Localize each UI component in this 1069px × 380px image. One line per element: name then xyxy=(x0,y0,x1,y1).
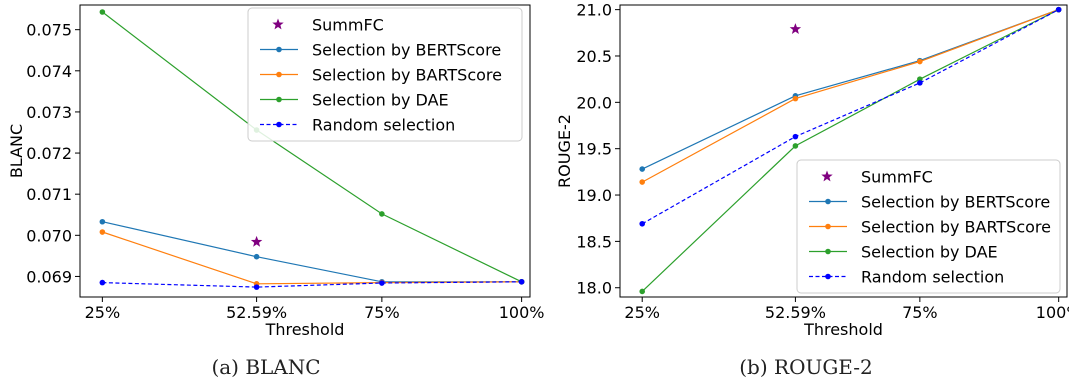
panel2-series-line-selection-by-dae xyxy=(641,9,1059,292)
panel2-ytick-label: 21.0 xyxy=(576,1,612,20)
panel2-legend-label-selection-by-dae: Selection by DAE xyxy=(861,243,998,262)
panel1-point-selection-by-bertscore xyxy=(99,218,106,225)
panel1-ytick-label: 0.071 xyxy=(26,185,72,204)
panel2-point-selection-by-bartscore xyxy=(917,58,923,65)
panel2-xtick-label: 100% xyxy=(1036,303,1069,322)
panel1-xtick-label: 52.59% xyxy=(226,303,287,322)
panel2-legend-dot-random-selection xyxy=(825,273,831,280)
panel2-point-selection-by-bartscore xyxy=(639,179,646,185)
panel1-point-random-selection xyxy=(379,280,385,286)
panel1-series-line-random-selection xyxy=(102,281,522,288)
panel2-legend-dot-selection-by-bertscore xyxy=(825,198,831,205)
panel2-point-random-selection xyxy=(917,80,923,86)
panel2-ytick-label: 20.5 xyxy=(576,47,612,66)
panel1-summfc-marker xyxy=(250,235,263,247)
panel1-axes-frame xyxy=(79,4,531,298)
panel1-ytick-label: 0.069 xyxy=(26,267,72,286)
panel1-y-axis-label: BLANC xyxy=(7,124,26,178)
panel2-summfc-marker xyxy=(789,23,802,34)
panel2-ytick-label: 20.0 xyxy=(576,93,612,112)
panel1-legend-label-summfc: SummFC xyxy=(312,16,384,35)
panel2-point-random-selection xyxy=(1055,6,1062,13)
panel2-ytick-label: 19.5 xyxy=(576,140,612,159)
panel2-legend-label-summfc: SummFC xyxy=(861,168,933,187)
panel1-legend-label-selection-by-bartscore: Selection by BARTScore xyxy=(312,66,502,85)
panel2-axes-frame xyxy=(619,4,1068,298)
panel1-ytick-label: 0.072 xyxy=(26,144,72,163)
caption-b: (b) ROUGE-2 xyxy=(739,355,873,379)
panel2-series-line-random-selection xyxy=(641,9,1059,225)
panel1-point-selection-by-bartscore xyxy=(99,229,106,235)
panel1-point-random-selection xyxy=(253,284,260,290)
panel2-point-selection-by-bertscore xyxy=(639,166,646,172)
panel1-series-line-selection-by-bartscore xyxy=(102,231,522,285)
panel2-xtick-label: 25% xyxy=(624,303,660,322)
panel1-legend-dot-selection-by-bertscore xyxy=(276,46,282,53)
panel1-xtick-label: 25% xyxy=(85,303,121,322)
panel1-legend-label-selection-by-dae: Selection by DAE xyxy=(312,91,449,110)
panel1-x-axis-label: Threshold xyxy=(265,320,345,339)
panel1-xtick-label: 100% xyxy=(499,303,545,322)
panel2-legend-dot-selection-by-dae xyxy=(825,248,831,255)
panel2-point-selection-by-dae xyxy=(792,143,799,149)
panel2-point-selection-by-bartscore xyxy=(792,95,799,102)
panel1-legend-label-random-selection: Random selection xyxy=(312,116,455,135)
panel2-legend-icon-summfc xyxy=(821,170,833,182)
panel2-point-random-selection xyxy=(792,133,799,140)
panel1-legend-icon-summfc xyxy=(272,18,284,30)
panel2-xtick-label: 52.59% xyxy=(765,303,826,322)
panel2-xtick-label: 75% xyxy=(902,303,938,322)
panel2-legend-label-selection-by-bertscore: Selection by BERTScore xyxy=(861,193,1050,212)
panel2-legend-box xyxy=(796,159,1061,294)
panel2-legend-dot-selection-by-bartscore xyxy=(825,223,831,230)
panel1-legend-box xyxy=(247,7,523,142)
panel1-ytick-label: 0.075 xyxy=(26,21,72,40)
panel1-series-line-selection-by-dae xyxy=(102,11,522,283)
panel1-legend-dot-selection-by-dae xyxy=(276,96,282,103)
panel2-point-random-selection xyxy=(639,220,646,227)
panel2-series-line-selection-by-bartscore xyxy=(641,9,1059,183)
panel2-legend-label-selection-by-bartscore: Selection by BARTScore xyxy=(861,218,1051,237)
panel1-legend-dot-random-selection xyxy=(276,121,282,128)
panel1-ytick-label: 0.073 xyxy=(26,103,72,122)
panel2-ytick-label: 18.5 xyxy=(576,232,612,251)
caption-a: (a) BLANC xyxy=(211,355,321,379)
panel1-point-random-selection xyxy=(99,279,106,286)
panel1-legend-dot-selection-by-bartscore xyxy=(276,71,282,78)
panel2-legend-label-random-selection: Random selection xyxy=(861,268,1004,287)
panel1-point-selection-by-dae xyxy=(379,211,385,217)
panel2-point-selection-by-dae xyxy=(639,288,646,295)
panel1-point-selection-by-bertscore xyxy=(253,253,260,260)
panel1-point-selection-by-dae xyxy=(99,9,106,15)
panel2-ytick-label: 18.0 xyxy=(576,279,612,298)
panel2-ytick-label: 19.0 xyxy=(576,186,612,205)
panel2-y-axis-label: ROUGE-2 xyxy=(555,114,574,188)
panel1-point-random-selection xyxy=(518,278,525,285)
panel1-xtick-label: 75% xyxy=(364,303,400,322)
panel2-x-axis-label: Threshold xyxy=(803,320,883,339)
panel1-ytick-label: 0.074 xyxy=(26,62,72,81)
panel1-legend-label-selection-by-bertscore: Selection by BERTScore xyxy=(312,41,501,60)
panel1-ytick-label: 0.070 xyxy=(26,226,72,245)
